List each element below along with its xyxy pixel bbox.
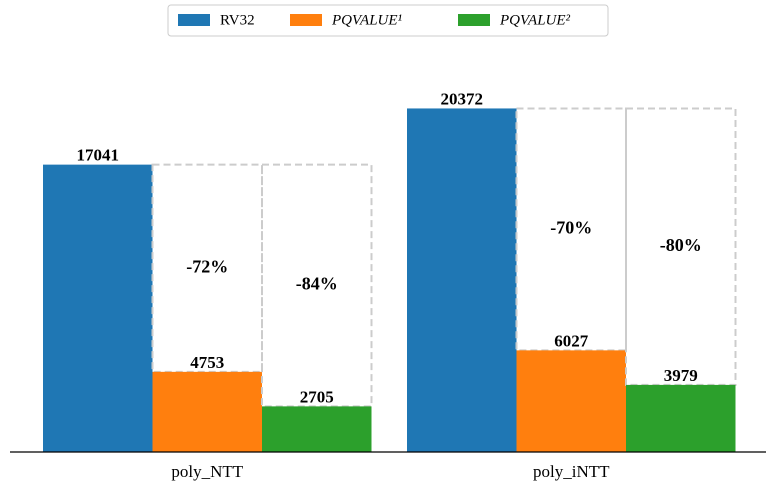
x-tick-label: poly_iNTT — [533, 462, 610, 481]
bar — [43, 164, 153, 452]
legend-label: PQVALUE² — [499, 12, 571, 28]
percent-annotation: -72% — [186, 256, 228, 276]
percent-annotation: -70% — [550, 218, 592, 238]
legend-swatch — [178, 14, 210, 26]
bar — [407, 108, 517, 452]
legend-label: RV32 — [220, 12, 255, 28]
legend-swatch — [458, 14, 490, 26]
bar — [152, 371, 262, 452]
value-label: 20372 — [441, 89, 484, 108]
value-label: 17041 — [77, 146, 120, 165]
bar — [262, 406, 372, 452]
bar — [516, 350, 626, 452]
x-tick-label: poly_NTT — [171, 462, 243, 481]
value-label: 2705 — [300, 387, 334, 406]
percent-annotation: -80% — [660, 235, 702, 255]
legend-box — [167, 4, 609, 37]
percent-annotation: -84% — [296, 274, 338, 294]
bar — [626, 384, 736, 452]
legend-label: PQVALUE¹ — [331, 12, 403, 28]
value-label: 4753 — [190, 353, 224, 372]
value-label: 6027 — [554, 331, 589, 350]
value-label: 3979 — [664, 366, 698, 385]
legend-swatch — [290, 14, 322, 26]
